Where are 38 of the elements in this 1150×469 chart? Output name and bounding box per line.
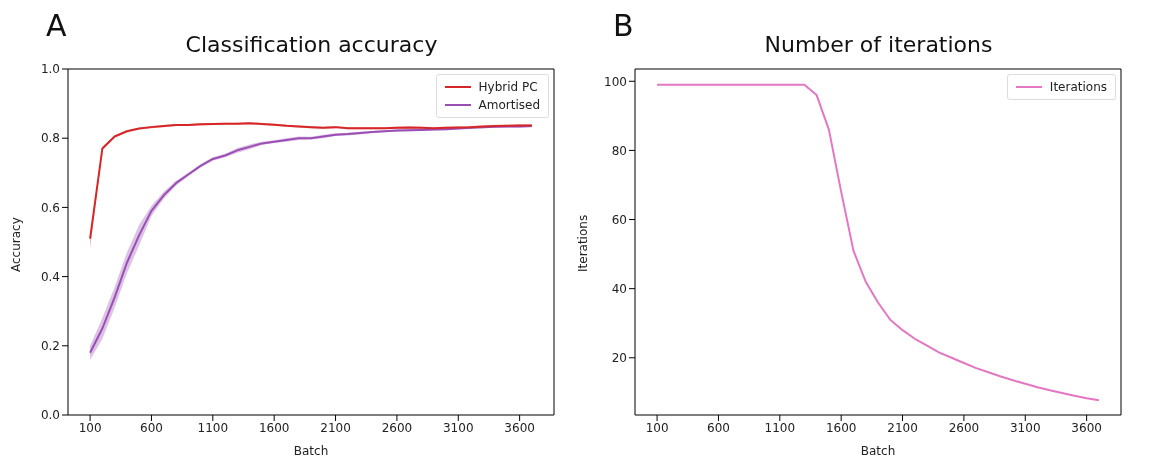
x-tick-label: 2600 [381, 420, 413, 435]
y-tick-label: 80 [611, 143, 627, 158]
x-tick-label: 1600 [825, 420, 857, 435]
x-tick-label: 3600 [504, 420, 535, 435]
chart-title: Classification accuracy [184, 32, 439, 57]
x-tick-label: 2100 [320, 420, 351, 435]
x-tick-label: 100 [78, 420, 102, 435]
text: B [613, 8, 634, 43]
y-tick-label: 0.4 [40, 269, 60, 284]
y-tick-label: 20 [611, 351, 627, 366]
x-tick-label: 2100 [887, 420, 918, 435]
x-axis-title: Batch [860, 444, 896, 458]
y-tick-label: 0.2 [40, 339, 60, 354]
x-tick-label: 100 [645, 420, 669, 435]
y-tick-label: 1.0 [40, 62, 60, 77]
y-tick-label: 60 [611, 212, 627, 227]
x-tick-label: 600 [140, 420, 163, 435]
x-tick-label: 1600 [258, 420, 290, 435]
x-tick-label: 2600 [948, 420, 980, 435]
y-tick-label: 0.0 [40, 408, 60, 423]
x-axis-title: Batch [293, 444, 329, 458]
chart-title: Number of iterations [763, 32, 994, 57]
text: A [46, 8, 67, 43]
y-tick-label: 0.8 [40, 131, 60, 146]
x-tick-label: 3100 [443, 420, 474, 435]
y-axis-title: Accuracy [9, 217, 24, 272]
y-tick-label: 100 [604, 74, 627, 89]
x-tick-label: 1100 [197, 420, 229, 435]
legend-label: Iterations [1049, 79, 1107, 96]
y-tick-label: 40 [611, 281, 627, 296]
x-tick-label: 600 [707, 420, 730, 435]
y-tick-label: 0.6 [40, 200, 60, 215]
legend-label: Amortised [478, 97, 540, 114]
y-axis-title: Iterations [576, 214, 591, 272]
x-tick-label: 3100 [1010, 420, 1041, 435]
x-tick-label: 3600 [1071, 420, 1102, 435]
legend-label: Hybrid PC [478, 79, 538, 96]
x-tick-label: 1100 [764, 420, 796, 435]
